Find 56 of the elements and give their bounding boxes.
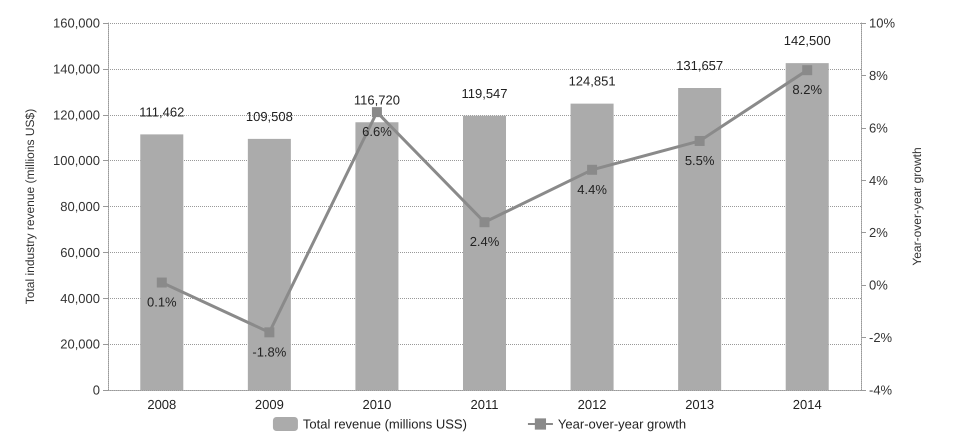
- data-label: 124,851: [568, 74, 616, 89]
- bar: [570, 104, 614, 390]
- point: [372, 107, 382, 118]
- x-tick-label: 2013: [685, 397, 714, 412]
- data-label: 6.6%: [362, 124, 392, 140]
- y-tick-label: 140,000: [53, 61, 100, 76]
- data-label: -1.8%: [252, 344, 287, 360]
- bar: [355, 122, 398, 390]
- x-tick-label: 2014: [792, 397, 822, 412]
- y2-tick-label: -2%: [869, 330, 893, 346]
- y-tick-label: 0: [92, 382, 100, 398]
- legend-label: Total revenue (millions USS): [302, 416, 467, 432]
- y2-tick-label: 10%: [869, 16, 896, 30]
- point: [802, 65, 812, 76]
- x-tick-label: 2009: [254, 397, 284, 412]
- bar: [786, 63, 829, 390]
- bar: [462, 116, 506, 390]
- point: [587, 164, 598, 175]
- y2-tick-label: 0%: [869, 278, 888, 293]
- bar: [248, 138, 291, 390]
- y2-tick-label: 2%: [869, 225, 888, 240]
- point: [694, 136, 705, 146]
- data-label: 4.4%: [577, 182, 608, 197]
- x-tick-label: 2011: [470, 397, 498, 412]
- y2-axis-title: Year-over-year growth: [910, 147, 924, 266]
- data-label: 131,657: [676, 58, 724, 74]
- x-tick-label: 2010: [362, 397, 392, 412]
- point: [156, 278, 167, 288]
- y-tick-label: 120,000: [53, 107, 100, 122]
- y-tick-label: 100,000: [53, 153, 100, 168]
- y-tick-label: 20,000: [60, 336, 100, 352]
- y2-tick-label: 6%: [869, 120, 888, 136]
- data-label: 0.1%: [146, 294, 178, 310]
- y-tick-label: 160,000: [53, 16, 100, 30]
- data-label: 5.5%: [684, 152, 715, 168]
- data-label: 2.4%: [470, 234, 500, 250]
- y2-tick-label: 4%: [869, 172, 888, 188]
- data-label: 111,462: [139, 104, 184, 120]
- y2-tick-label: 8%: [869, 68, 888, 83]
- bar: [678, 88, 722, 390]
- y-tick-label: 80,000: [60, 199, 100, 214]
- point: [264, 327, 274, 338]
- point: [480, 217, 490, 228]
- data-label: 119,547: [461, 86, 508, 101]
- y-tick-label: 60,000: [60, 244, 100, 260]
- data-label: 142,500: [784, 33, 831, 48]
- x-tick-label: 2008: [147, 397, 176, 412]
- data-label: 109,508: [246, 108, 293, 124]
- x-tick-label: 2012: [578, 397, 607, 412]
- y-axis-title: Total industry revenue (millions US$): [23, 108, 37, 304]
- legend-label: Year-over-year growth: [558, 416, 686, 432]
- y2-tick-label: -4%: [869, 382, 893, 398]
- bar: [140, 134, 184, 390]
- data-label: 8.2%: [792, 82, 822, 98]
- data-label: 116,720: [354, 92, 400, 108]
- y-tick-label: 40,000: [60, 290, 100, 306]
